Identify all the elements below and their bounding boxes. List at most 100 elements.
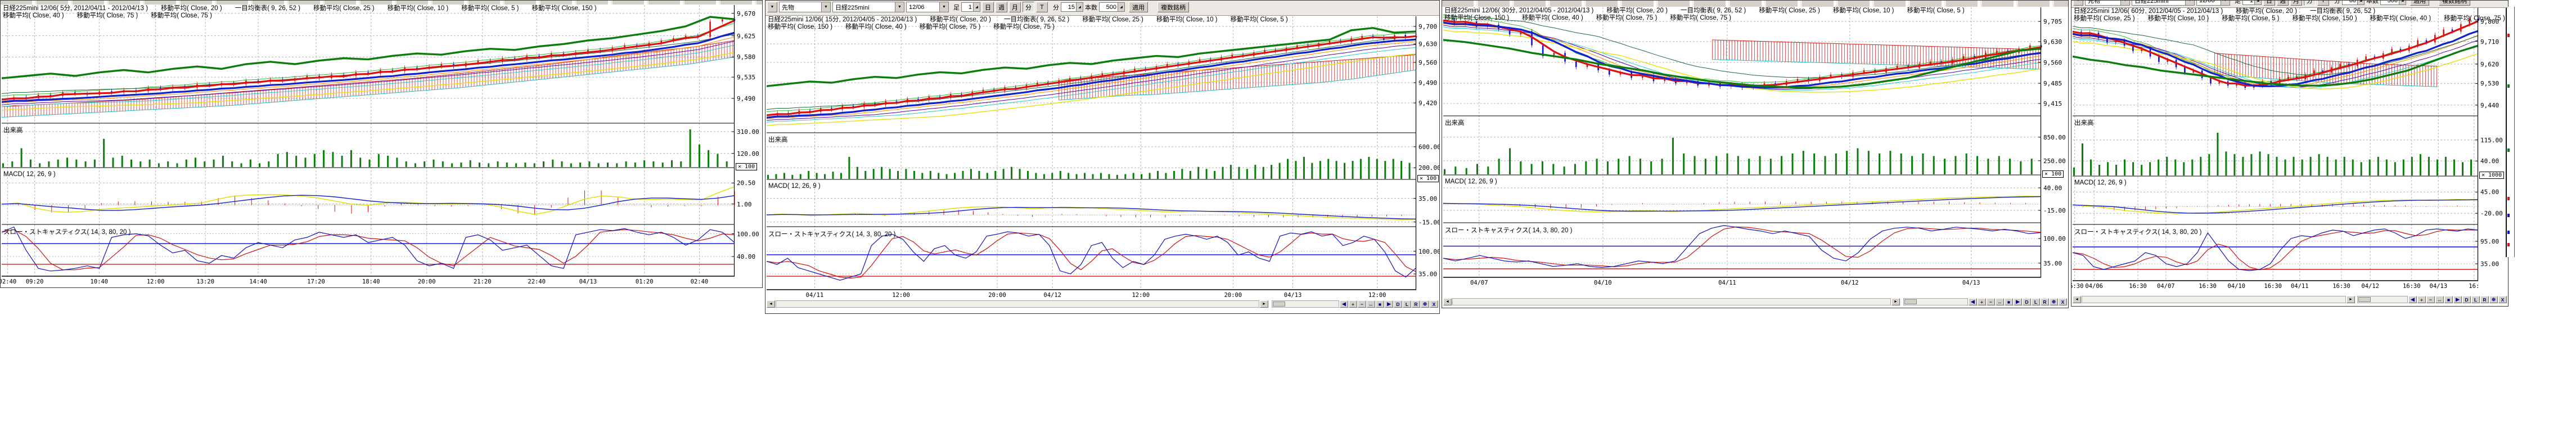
spinner-icon[interactable]: ◢ <box>2254 1 2261 4</box>
chevron-down-icon[interactable]: ▼ <box>895 2 904 12</box>
chart-tool-button-4[interactable]: ■ <box>2005 298 2013 305</box>
chart-tool-button-5[interactable]: ▶ <box>1385 300 1393 308</box>
spinner-icon[interactable]: ◢ <box>2357 1 2364 4</box>
symbol-combo-1[interactable]: 日経225mini ▼ <box>2132 1 2195 6</box>
scrollbar-track[interactable] <box>1452 298 1891 305</box>
zoom-slider-thumb[interactable] <box>1904 299 1917 304</box>
zoom-slider-track[interactable] <box>1903 298 1968 305</box>
period-button-T[interactable]: T <box>1036 2 1048 12</box>
zoom-slider-track[interactable] <box>2357 296 2408 303</box>
chart-tool-button-8[interactable]: R <box>2480 296 2489 303</box>
chart-tool-button-8[interactable]: R <box>1412 300 1420 308</box>
chart-tool-button-9[interactable]: ⊕ <box>1421 300 1429 308</box>
chart-tool-button-7[interactable]: L <box>2032 298 2040 305</box>
period-button-週[interactable]: 週 <box>2277 1 2289 6</box>
volume-pane-label: 出来高 <box>3 127 23 134</box>
chart-tool-button-1[interactable]: + <box>2417 296 2426 303</box>
chart-tool-button-6[interactable]: D <box>2462 296 2471 303</box>
scroll-right-icon[interactable]: ► <box>2347 296 2355 303</box>
chevron-down-icon[interactable]: ▼ <box>821 2 830 12</box>
bar-count-spinner[interactable]: 500◢ <box>2380 1 2406 5</box>
chart-toolbar: ▼先物▼日経225mini▼12/06▼足1◢日週月分T分60◢本数500◢適用… <box>2071 1 2508 8</box>
symbol-combo-0[interactable]: 先物 ▼ <box>779 2 831 12</box>
chart-tool-button-9[interactable]: ⊕ <box>2050 298 2058 305</box>
chart-tool-button-6[interactable]: D <box>2023 298 2031 305</box>
scroll-left-icon[interactable]: ◄ <box>2073 296 2081 303</box>
chart-tool-button-0[interactable]: ◀ <box>1969 298 1977 305</box>
minute-spinner[interactable]: 15 ◢ <box>1061 2 1083 12</box>
chart-tool-button-0[interactable]: ◀ <box>2408 296 2417 303</box>
chart-tool-button-3[interactable]: ↔ <box>1367 300 1375 308</box>
volume-multiplier-badge: × 1000 <box>2479 172 2505 179</box>
chart-tool-button-6[interactable]: D <box>1394 300 1402 308</box>
y-axis-label-macd-0: 40.00 <box>2043 184 2062 192</box>
chart-tool-button-1[interactable]: + <box>1978 298 1986 305</box>
period-button-日[interactable]: 日 <box>982 2 994 12</box>
apply-button[interactable]: 適用 <box>1129 2 1148 12</box>
zoom-slider-thumb[interactable] <box>2358 297 2371 302</box>
chevron-down-icon[interactable]: ▼ <box>2120 1 2129 5</box>
scroll-right-icon[interactable]: ► <box>1260 300 1268 308</box>
period-button-T[interactable]: T <box>2317 1 2329 6</box>
chart-tool-button-4[interactable]: ■ <box>2444 296 2453 303</box>
minute-spinner[interactable]: 60◢ <box>2342 1 2365 5</box>
symbol-combo-2[interactable]: 12/06 ▼ <box>2196 1 2230 6</box>
x-axis-label-0: 04/11 <box>805 292 824 299</box>
scrollbar-track[interactable] <box>2082 296 2346 303</box>
chart-tool-button-5[interactable]: ▶ <box>2453 296 2462 303</box>
chart-hscrollbar[interactable]: ◄ ► ◀ + − ↔ ■ ▶ D L R ⊕ X <box>767 300 1438 308</box>
chart-tool-button-7[interactable]: L <box>2471 296 2480 303</box>
spinner-icon[interactable]: ◢ <box>1118 3 1124 11</box>
scrollbar-track[interactable] <box>776 300 1259 308</box>
count-label: 本数 <box>1085 4 1097 11</box>
bar-interval-spinner[interactable]: 1◢ <box>2242 1 2262 5</box>
scroll-left-icon[interactable]: ◄ <box>767 300 775 308</box>
multi-symbol-button[interactable]: 複数銘柄 <box>2439 1 2470 6</box>
spinner-icon[interactable]: ◢ <box>1076 3 1083 11</box>
scroll-right-icon[interactable]: ► <box>1892 298 1900 305</box>
multi-symbol-button[interactable]: 複数銘柄 <box>1158 2 1189 12</box>
chart-tool-button-3[interactable]: ↔ <box>1996 298 2004 305</box>
combo-drop-button[interactable]: ▼ <box>767 2 777 12</box>
chart-tool-button-9[interactable]: ⊕ <box>2489 296 2498 303</box>
bar-interval-spinner[interactable]: 1◢ <box>961 2 980 12</box>
chart-tool-button-10[interactable]: X <box>1430 300 1438 308</box>
bar-count-spinner[interactable]: 500◢ <box>1099 2 1125 12</box>
chart-hscrollbar[interactable]: ◄ ► ◀ + − ↔ ■ ▶ D L R ⊕ X <box>2073 296 2507 303</box>
period-button-日[interactable]: 日 <box>2263 1 2275 6</box>
chevron-down-icon[interactable]: ▼ <box>2185 1 2194 5</box>
period-button-分[interactable]: 分 <box>2304 1 2316 6</box>
chart-hscrollbar[interactable]: ◄ ► ◀ + − ↔ ■ ▶ D L R ⊕ X <box>1443 298 2067 305</box>
chart-tool-button-1[interactable]: + <box>1349 300 1357 308</box>
combo-drop-button[interactable]: ▼ <box>2073 1 2083 6</box>
chart-tool-button-8[interactable]: R <box>2041 298 2049 305</box>
chart-tool-button-3[interactable]: ↔ <box>2435 296 2444 303</box>
chart-tool-button-4[interactable]: ■ <box>1376 300 1384 308</box>
chart-tool-button-10[interactable]: X <box>2059 298 2067 305</box>
x-axis-label-3: 04/12 <box>1841 280 1859 286</box>
period-button-分[interactable]: 分 <box>1023 2 1034 12</box>
chevron-down-icon[interactable]: ▼ <box>2221 1 2230 5</box>
y-axis-label-vol-0: 310.00 <box>737 128 759 136</box>
symbol-combo-1[interactable]: 日経225mini ▼ <box>832 2 904 12</box>
chart-tool-button-2[interactable]: − <box>1987 298 1995 305</box>
scroll-left-icon[interactable]: ◄ <box>1443 298 1452 305</box>
chart-tool-button-5[interactable]: ▶ <box>2014 298 2022 305</box>
apply-button[interactable]: 適用 <box>2410 1 2429 6</box>
chart-tool-button-2[interactable]: − <box>1358 300 1366 308</box>
symbol-combo-2[interactable]: 12/06 ▼ <box>906 2 949 12</box>
spinner-icon[interactable]: ◢ <box>973 3 980 11</box>
x-axis-label-2: 16:30 <box>2129 283 2147 290</box>
spinner-icon[interactable]: ◢ <box>2399 1 2406 4</box>
chart-tool-button-7[interactable]: L <box>1403 300 1411 308</box>
symbol-combo-0[interactable]: 先物 ▼ <box>2085 1 2130 6</box>
chart-tool-button-10[interactable]: X <box>2498 296 2507 303</box>
zoom-slider-track[interactable] <box>1272 300 1339 308</box>
chevron-down-icon[interactable]: ▼ <box>939 2 948 12</box>
chart-tool-button-0[interactable]: ◀ <box>1340 300 1348 308</box>
period-button-月[interactable]: 月 <box>1009 2 1021 12</box>
period-button-月[interactable]: 月 <box>2290 1 2302 6</box>
chart-tool-button-2[interactable]: − <box>2426 296 2435 303</box>
zoom-slider-thumb[interactable] <box>1273 302 1285 307</box>
period-button-週[interactable]: 週 <box>996 2 1007 12</box>
